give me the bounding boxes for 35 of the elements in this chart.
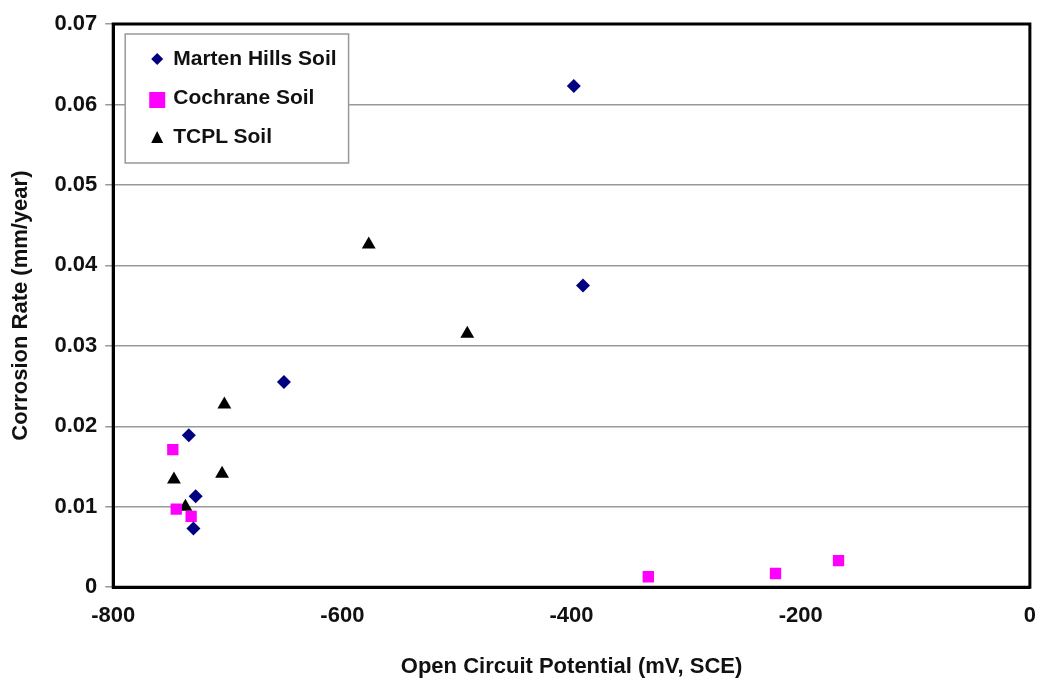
y-tick-label: 0.01 xyxy=(54,492,98,518)
y-tick-label: 0.03 xyxy=(54,331,98,357)
point xyxy=(167,471,181,484)
x-tick-label: -400 xyxy=(549,602,594,628)
y-tick-label: 0.05 xyxy=(54,170,98,196)
legend-label: TCPL Soil xyxy=(173,123,273,147)
point xyxy=(215,465,229,478)
y-axis-title: Corrosion Rate (mm/year) xyxy=(7,170,33,441)
point xyxy=(642,571,654,583)
point xyxy=(188,489,203,504)
x-tick-label: -600 xyxy=(320,602,365,628)
point xyxy=(186,521,201,536)
y-tick-label: 0.02 xyxy=(54,412,98,438)
point xyxy=(460,325,475,338)
legend-label: Cochrane Soil xyxy=(173,84,315,108)
point xyxy=(276,375,291,390)
point xyxy=(576,278,591,293)
y-tick-label: 0.06 xyxy=(54,90,98,116)
x-tick-label: -200 xyxy=(778,602,823,628)
point xyxy=(167,443,179,456)
point xyxy=(566,78,581,93)
x-tick-label: -800 xyxy=(91,602,136,628)
x-tick-label: 0 xyxy=(1023,602,1037,628)
y-tick-label: 0 xyxy=(84,573,98,599)
y-tick-label: 0.07 xyxy=(54,10,98,36)
point xyxy=(185,510,197,523)
y-tick-label: 0.04 xyxy=(54,251,98,277)
point xyxy=(769,567,782,580)
x-axis-title: Open Circuit Potential (mV, SCE) xyxy=(400,652,743,678)
point xyxy=(217,396,232,409)
point xyxy=(832,554,845,567)
legend-label: Marten Hills Soil xyxy=(173,45,337,69)
point xyxy=(170,503,182,515)
point xyxy=(181,428,196,443)
point xyxy=(361,236,376,249)
